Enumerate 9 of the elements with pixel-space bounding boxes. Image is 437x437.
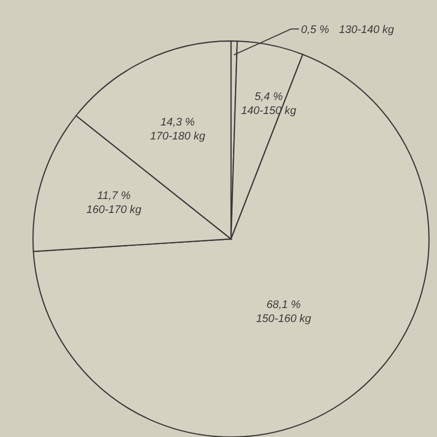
data-label: 68,1 % — [266, 298, 301, 311]
data-label: 14,3 % — [160, 116, 196, 128]
data-label: 0,5 % — [301, 24, 330, 36]
data-label: 5,4 % — [254, 91, 283, 104]
slice-label: 160-170 kg — [86, 204, 142, 216]
slice-label: 170-180 kg — [150, 130, 206, 142]
slice-label: 150-160 kg — [256, 312, 312, 325]
slice-label: 130-140 kg — [339, 24, 395, 36]
data-label: 11,7 % — [97, 190, 131, 202]
